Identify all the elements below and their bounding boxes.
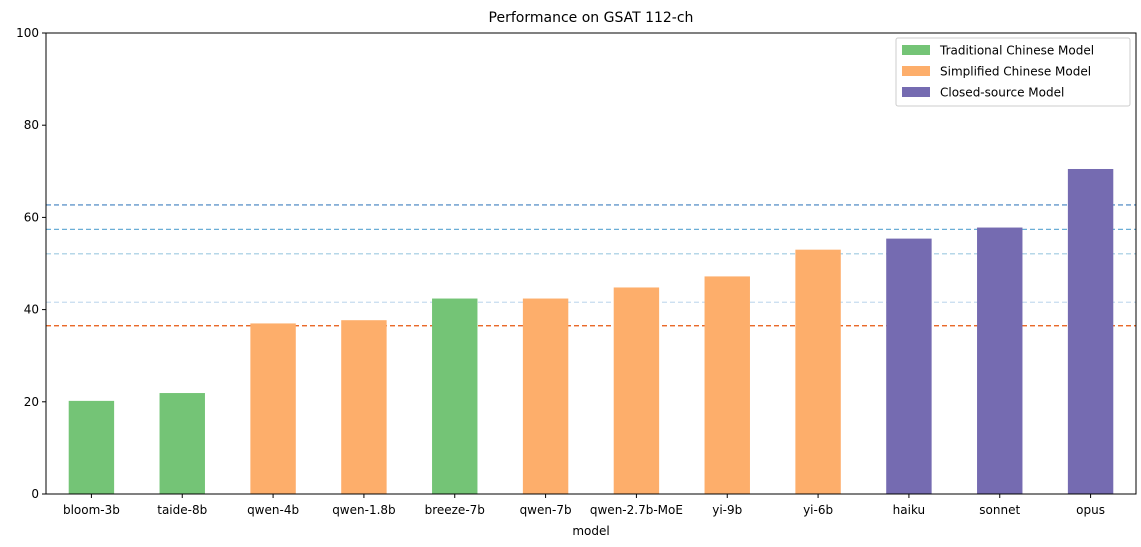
y-tick-label: 0 — [31, 487, 39, 501]
x-tick-label: opus — [1076, 503, 1105, 517]
y-tick-label: 100 — [16, 26, 39, 40]
y-axis: 0 20 40 60 80 100 — [16, 26, 46, 501]
plot-frame — [45, 32, 1137, 495]
bar-qwen-2.7b-MoE — [613, 287, 660, 494]
x-tick-label: qwen-2.7b-MoE — [590, 503, 683, 517]
legend-label-closed: Closed-source Model — [940, 86, 1064, 100]
bar-opus — [1067, 168, 1114, 494]
reference-lines — [46, 204, 1136, 327]
x-axis-label: model — [572, 524, 609, 538]
y-tick-label: 20 — [24, 395, 39, 409]
bar-taide-8b — [159, 393, 205, 494]
bar-bloom-3b — [68, 400, 115, 494]
legend-label-simplified: Simplified Chinese Model — [940, 65, 1091, 79]
y-tick-label: 80 — [24, 118, 39, 132]
chart-title: Performance on GSAT 112-ch — [489, 10, 694, 26]
bar-qwen-1.8b — [341, 320, 387, 494]
legend-label-traditional: Traditional Chinese Model — [939, 44, 1094, 58]
bar-breeze-7b — [432, 298, 478, 494]
bar-qwen-7b — [522, 298, 569, 494]
legend-swatch-simplified — [902, 66, 930, 76]
legend: Traditional Chinese Model Simplified Chin… — [895, 37, 1131, 107]
x-tick-label: yi-9b — [712, 503, 742, 517]
legend-box — [895, 37, 1131, 107]
bar-sonnet — [977, 227, 1023, 495]
bar-yi-6b — [795, 249, 841, 494]
bars — [68, 168, 1114, 495]
x-tick-label: sonnet — [979, 503, 1020, 517]
bar-yi-9b — [704, 276, 750, 494]
legend-swatch-closed — [902, 87, 930, 97]
y-tick-label: 40 — [24, 303, 39, 317]
x-tick-label: qwen-7b — [520, 503, 572, 517]
x-tick-label: qwen-4b — [247, 503, 299, 517]
bar-qwen-4b — [250, 323, 296, 494]
x-tick-label: qwen-1.8b — [332, 503, 395, 517]
x-axis: bloom-3b taide-8b qwen-4b qwen-1.8b breeze-7… — [63, 494, 1105, 517]
y-tick-label: 60 — [24, 210, 39, 224]
x-tick-label: bloom-3b — [63, 503, 120, 517]
legend-swatch-traditional — [902, 45, 930, 55]
x-tick-label: yi-6b — [803, 503, 833, 517]
bar-haiku — [886, 238, 932, 494]
x-tick-label: taide-8b — [157, 503, 207, 517]
x-tick-label: breeze-7b — [425, 503, 485, 517]
x-tick-label: haiku — [893, 503, 925, 517]
